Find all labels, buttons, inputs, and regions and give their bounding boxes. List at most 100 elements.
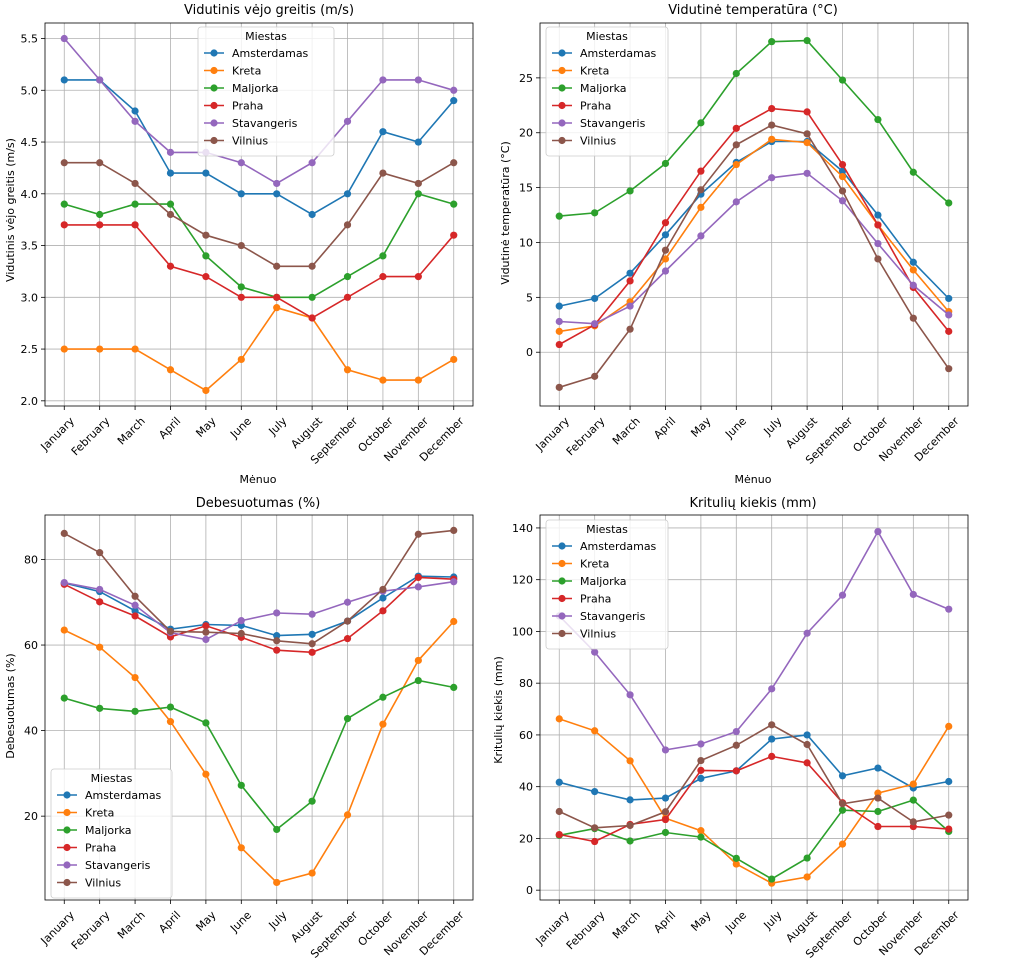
series-amsterdamas [555,731,953,804]
data-point [343,190,352,198]
x-tick-label: July [266,414,290,438]
series-line [558,529,950,751]
data-point [626,796,634,804]
data-point [555,715,563,723]
data-point [237,781,245,789]
y-tick-label: 3.0 [21,291,39,304]
data-point [697,203,705,211]
series-line [559,799,950,880]
data-point [60,626,68,634]
data-point [60,694,68,702]
data-point [697,774,705,782]
legend-label: Praha [580,593,611,606]
data-point [273,190,281,198]
series-kreta [60,617,458,887]
legend-label: Praha [232,100,263,113]
y-tick-label: 80 [519,677,533,690]
data-point [237,355,245,364]
series-line [63,576,454,654]
legend-marker [558,577,566,585]
series-line [559,172,950,325]
y-tick-label: 15 [519,182,533,195]
legend-marker [558,119,566,127]
legend-item: Vilnius [204,135,268,148]
data-point [379,693,387,701]
legend-marker [63,826,71,834]
legend-item: Stavangeris [204,117,298,130]
data-point [626,302,634,310]
series-line [559,124,950,389]
data-point [166,718,175,726]
data-point [909,266,917,274]
data-point [591,320,599,328]
x-axis-label: Mėnuo [240,473,277,486]
data-point [273,646,281,654]
legend-item: Vilnius [552,135,616,148]
x-tick-label: July [266,908,290,932]
data-point [96,210,104,219]
data-point [414,676,422,685]
data-point [308,610,316,618]
y-tick-label: 60 [24,639,38,652]
data-point [945,365,953,373]
legend-item: Amsterdamas [552,540,657,553]
chart-wind-speed: Vidutinis vėjo greitis (m/s) Mėnuo Vidut… [4,3,474,486]
legend-marker [210,66,218,75]
legend-label: Maljorka [85,824,132,837]
data-point [661,815,670,824]
chart-cloudiness: Debesuotumas (%) Debesuotumas (%) 20 40 60… [4,496,474,961]
y-axis-label: Kritulių kiekis (mm) [492,656,505,764]
data-point [450,526,458,535]
data-point [838,840,847,848]
data-point [60,159,68,167]
data-point [450,231,458,239]
data-point [273,878,281,887]
y-tick-label: 5 [526,291,533,304]
data-point [202,169,210,177]
data-point [874,822,882,831]
y-tick-label: 120 [512,574,533,587]
x-tick-label: June [227,908,254,935]
data-point [768,104,776,113]
data-point [343,366,352,374]
chart-title: Vidutinis vėjo greitis (m/s) [184,3,354,18]
x-tick-label: May [688,908,714,934]
y-tick-label: 40 [24,725,38,738]
x-tick-label: March [610,909,643,942]
data-point [450,683,458,691]
data-point [343,293,352,301]
data-point [661,255,670,263]
legend-marker [210,49,218,57]
data-point [732,854,740,862]
data-point [768,752,776,761]
x-tick-label: July [761,908,785,932]
series-line [558,723,949,829]
series-amsterdamas [60,572,458,640]
data-point [697,167,705,175]
data-point [555,212,563,220]
y-tick-label: 60 [519,729,533,742]
y-axis-label: Vidutinė temperatūra (°C) [499,141,512,285]
data-point [131,345,139,353]
series-amsterdamas [60,76,458,219]
data-point [379,585,387,594]
y-tick-label: 5.5 [21,33,39,46]
data-point [626,277,634,285]
data-point [450,578,458,586]
legend-item: Kreta [57,807,114,820]
series-vilnius [60,526,458,648]
data-point [273,609,281,617]
data-point [308,210,316,219]
legend-box [50,768,173,899]
x-tick-label: May [193,414,219,440]
data-point [945,294,953,303]
data-point [555,778,563,786]
data-point [308,869,316,877]
legend-title: Miestas [245,30,287,43]
data-point [202,386,210,395]
data-point [166,627,175,635]
data-point [555,807,563,816]
data-point [768,135,776,143]
data-point [131,107,139,115]
x-tick-label: March [610,415,643,448]
